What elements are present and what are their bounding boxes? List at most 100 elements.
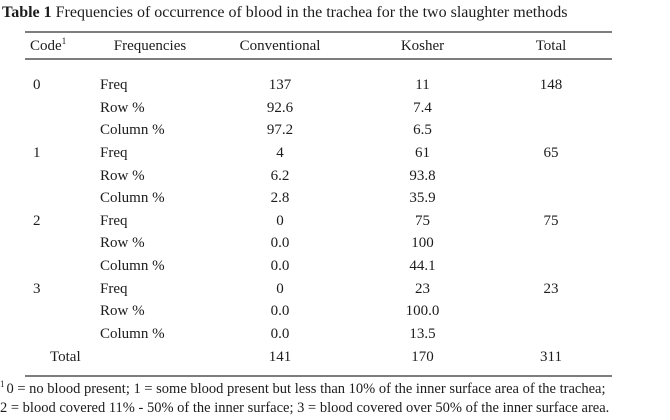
code-cell <box>25 165 95 188</box>
conventional-cell: 92.6 <box>266 99 294 116</box>
header-frequencies: Frequencies <box>113 38 187 54</box>
total-cell <box>490 232 612 255</box>
code-cell: 2 <box>33 212 41 229</box>
total-cell <box>490 165 612 188</box>
table-row: 0 Freq 137 11 148 <box>25 74 612 97</box>
conventional-cell: 0.0 <box>270 303 290 320</box>
kosher-cell: 44.1 <box>409 258 436 275</box>
conventional-cell: 4 <box>276 144 284 161</box>
freq-label-cell: Column % <box>100 326 165 343</box>
freq-label-cell: Freq <box>100 212 128 229</box>
freq-label-cell: Row % <box>100 99 145 116</box>
header-code: Code1 <box>25 35 95 58</box>
kosher-cell: 7.4 <box>413 99 432 116</box>
conventional-cell: 141 <box>268 348 292 365</box>
header-conventional: Conventional <box>239 38 321 54</box>
kosher-cell: 13.5 <box>409 326 436 343</box>
table-bottom-rule <box>25 375 612 377</box>
table-row: Column % 2.8 35.9 <box>25 187 612 210</box>
freq-label-cell: Freq <box>100 144 128 161</box>
kosher-cell: 100.0 <box>405 303 440 320</box>
code-cell: Total <box>50 348 81 365</box>
table-caption-text: Frequencies of occurrence of blood in th… <box>51 4 568 21</box>
table-row: Column % 0.0 44.1 <box>25 255 612 278</box>
table-row: 2 Freq 0 75 75 <box>25 210 612 233</box>
header-kosher: Kosher <box>400 38 445 54</box>
total-cell <box>490 97 612 120</box>
code-cell: 0 <box>33 77 41 93</box>
total-cell <box>490 323 612 346</box>
footnote-line-2-text: 2 = blood covered 11% - 50% of the inner… <box>0 399 610 416</box>
table-body: 0 Freq 137 11 148 Row % 92.6 7.4 Column % 97.2 6.5… <box>0 74 670 368</box>
table-row: Row % 92.6 7.4 <box>25 97 612 120</box>
table-row: Column % 0.0 13.5 <box>25 323 612 346</box>
freq-label-cell: Row % <box>100 235 145 252</box>
total-cell <box>490 187 612 210</box>
table-row: Row % 0.0 100 <box>25 232 612 255</box>
total-cell <box>490 255 612 278</box>
table-row: Row % 6.2 93.8 <box>25 165 612 188</box>
kosher-cell: 61 <box>415 144 430 161</box>
code-cell: 1 <box>33 144 41 161</box>
freq-label-cell: Row % <box>100 167 145 184</box>
freq-label-cell: Column % <box>100 258 165 275</box>
total-cell <box>490 300 612 323</box>
conventional-cell: 6.2 <box>270 167 290 184</box>
table-row: Total 141 170 311 <box>25 346 612 369</box>
freq-label-cell: Column % <box>100 122 165 139</box>
total-cell: 65 <box>543 144 559 161</box>
header-code-label: Code <box>30 38 62 54</box>
conventional-cell: 0.0 <box>270 326 290 343</box>
freq-label-cell: Column % <box>100 190 165 207</box>
freq-label-cell <box>95 346 205 369</box>
kosher-cell: 23 <box>415 280 430 297</box>
code-cell <box>25 187 95 210</box>
total-cell: 23 <box>543 280 559 297</box>
freq-label-cell: Freq <box>100 77 128 93</box>
code-cell <box>25 255 95 278</box>
kosher-cell: 6.5 <box>413 122 432 139</box>
footnote-line-2: 2 = blood covered 11% - 50% of the inner… <box>0 399 670 418</box>
table-row: Column % 97.2 6.5 <box>25 119 612 142</box>
code-cell: 3 <box>33 280 41 297</box>
table-caption-label: Table 1 <box>2 4 52 21</box>
table-caption: Table 1 Frequencies of occurrence of blo… <box>2 3 668 23</box>
total-cell <box>490 119 612 142</box>
table-row: 3 Freq 0 23 23 <box>25 278 612 301</box>
code-cell <box>25 97 95 120</box>
conventional-cell: 0 <box>276 212 284 229</box>
conventional-cell: 97.2 <box>266 122 294 139</box>
kosher-cell: 93.8 <box>409 167 436 184</box>
code-cell <box>25 300 95 323</box>
conventional-cell: 0.0 <box>270 235 290 252</box>
total-cell: 75 <box>543 212 559 229</box>
kosher-cell: 170 <box>411 348 434 365</box>
header-total: Total <box>535 38 567 54</box>
code-cell <box>25 119 95 142</box>
total-cell: 148 <box>539 77 563 93</box>
table-top-rule <box>25 31 612 33</box>
conventional-cell: 0 <box>276 280 284 297</box>
code-cell <box>25 232 95 255</box>
table-row: Row % 0.0 100.0 <box>25 300 612 323</box>
freq-label-cell: Freq <box>100 280 128 297</box>
kosher-cell: 75 <box>415 212 430 229</box>
table-header-rule <box>25 58 612 60</box>
kosher-cell: 11 <box>415 77 430 93</box>
kosher-cell: 100 <box>411 235 434 252</box>
conventional-cell: 0.0 <box>270 258 290 275</box>
conventional-cell: 137 <box>268 77 292 93</box>
conventional-cell: 2.8 <box>270 190 290 207</box>
kosher-cell: 35.9 <box>409 190 436 207</box>
footnote-line-1-text: 0 = no blood present; 1 = some blood pre… <box>6 381 606 397</box>
footnote-superscript: 1 <box>0 379 5 390</box>
table-row: 1 Freq 4 61 65 <box>25 142 612 165</box>
total-cell: 311 <box>540 348 562 365</box>
table-header-row: Code1 Frequencies Conventional Kosher To… <box>25 35 612 58</box>
code-superscript: 1 <box>61 37 67 47</box>
code-cell <box>25 323 95 346</box>
freq-label-cell: Row % <box>100 303 145 320</box>
